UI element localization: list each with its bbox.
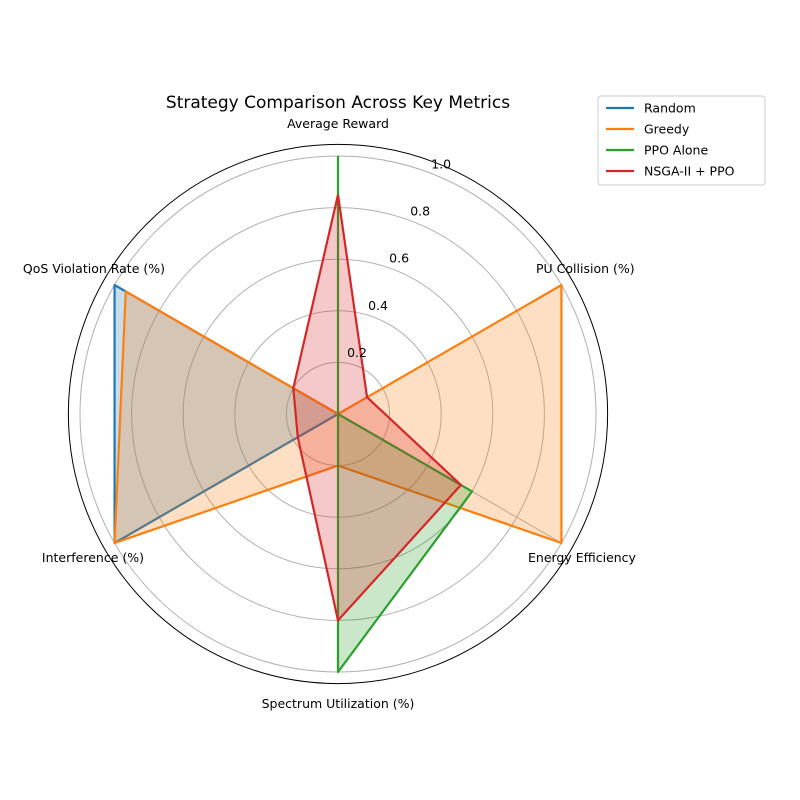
axis-label-spectrum-utilization: Spectrum Utilization (%) bbox=[262, 696, 415, 711]
axis-label-interference: Interference (%) bbox=[42, 550, 144, 565]
series-fill-3 bbox=[338, 156, 473, 672]
axis-label-pu-collision: PU Collision (%) bbox=[536, 261, 635, 276]
axis-label-average-reward: Average Reward bbox=[287, 116, 389, 131]
legend-label-3: PPO Alone bbox=[644, 143, 708, 158]
axis-label-energy-efficiency: Energy Efficiency bbox=[528, 550, 637, 565]
axis-labels: Average Reward PU Collision (%) Energy E… bbox=[23, 116, 637, 711]
tick-label-2: 0.4 bbox=[368, 298, 388, 313]
tick-label-4: 0.8 bbox=[410, 204, 430, 219]
series-fill-1 bbox=[114, 285, 338, 543]
tick-label-3: 0.6 bbox=[389, 251, 409, 266]
tick-label-1: 0.2 bbox=[347, 345, 367, 360]
series-line-3 bbox=[336, 156, 474, 674]
chart-title: Strategy Comparison Across Key Metrics bbox=[166, 93, 510, 113]
tick-label-5: 1.0 bbox=[431, 156, 451, 171]
series-line-4 bbox=[292, 194, 462, 622]
legend: Random Greedy PPO Alone NSGA-II + PPO bbox=[597, 95, 766, 186]
outer-frame bbox=[67, 143, 609, 685]
legend-label-4: NSGA-II + PPO bbox=[644, 164, 735, 179]
legend-frame bbox=[597, 95, 766, 186]
legend-label-2: Greedy bbox=[644, 122, 690, 137]
legend-label-1: Random bbox=[644, 101, 696, 116]
axis-label-qos-violation-rate: QoS Violation Rate (%) bbox=[23, 261, 165, 276]
radial-tick-labels: 0.2 0.4 0.6 0.8 1.0 bbox=[347, 156, 451, 359]
series-layer bbox=[113, 156, 563, 674]
